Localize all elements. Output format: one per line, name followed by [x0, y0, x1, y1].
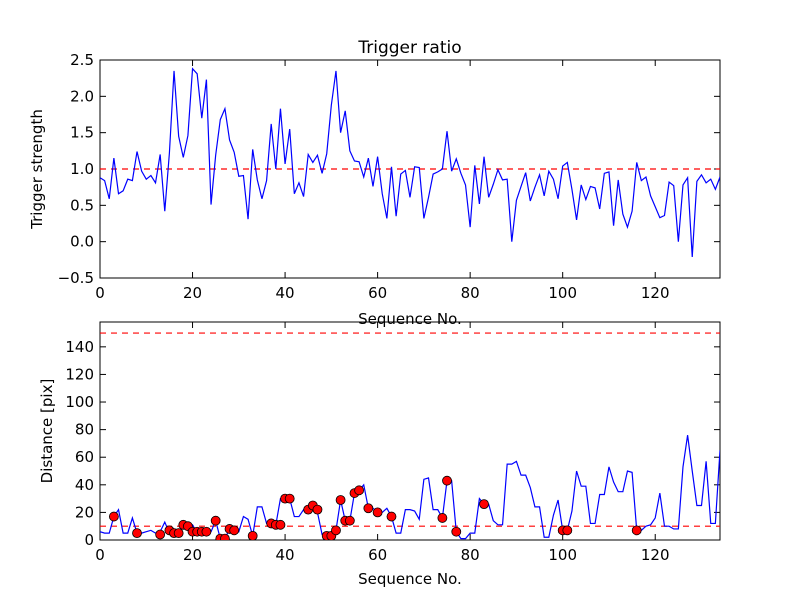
y-tick-label: 2.0 — [70, 87, 94, 105]
x-tick-label: 20 — [183, 546, 202, 564]
x-tick-label: 120 — [641, 284, 670, 302]
x-tick-label: 60 — [368, 546, 387, 564]
data-point-marker — [354, 485, 365, 496]
x-tick-label: 100 — [548, 546, 577, 564]
data-point-marker — [247, 530, 258, 540]
plot-content — [100, 332, 720, 540]
x-axis-label: Sequence No. — [358, 570, 462, 588]
y-tick-label: 2.5 — [70, 51, 94, 69]
data-point-marker — [386, 511, 397, 522]
data-point-marker — [201, 526, 212, 537]
x-tick-label: 120 — [641, 546, 670, 564]
data-point-marker — [108, 511, 119, 522]
data-point-marker — [442, 475, 452, 486]
x-tick-label: 40 — [276, 546, 295, 564]
y-tick-label: 120 — [65, 365, 94, 383]
data-point-marker — [437, 513, 448, 523]
data-point-marker — [335, 495, 346, 505]
y-tick-label: −0.5 — [58, 269, 94, 287]
x-tick-label: 0 — [95, 546, 105, 564]
data-point-marker — [479, 499, 489, 510]
x-axis-label: Sequence No. — [358, 310, 462, 328]
y-tick-label: 80 — [75, 421, 94, 439]
chart-title: Trigger ratio — [357, 38, 461, 58]
data-point-marker — [631, 525, 642, 536]
y-tick-label: 60 — [75, 448, 94, 466]
plot-area — [99, 321, 721, 541]
data-point-marker — [173, 528, 184, 539]
distance-chart: Sequence No. Distance [pix] 0 20 40 60 80 100… — [38, 321, 721, 588]
data-point-marker — [220, 533, 230, 540]
x-tick-label: 20 — [183, 284, 202, 302]
y-tick-label: 0 — [84, 531, 94, 549]
y-tick-label: 20 — [75, 503, 94, 521]
data-point-marker — [562, 525, 573, 536]
x-tick-label: 80 — [461, 546, 480, 564]
y-axis-label: Distance [pix] — [38, 379, 56, 484]
y-tick-label: 1.5 — [70, 124, 94, 142]
x-tick-label: 0 — [95, 284, 105, 302]
y-tick-label: 0.0 — [70, 233, 94, 251]
y-tick-label: 1.0 — [70, 160, 94, 178]
data-point-marker — [344, 515, 355, 526]
y-tick-label: 100 — [65, 393, 94, 411]
data-point-marker — [132, 528, 142, 539]
x-tick-label: 80 — [461, 284, 480, 302]
plot-content — [100, 67, 720, 257]
data-point-marker — [331, 525, 341, 536]
x-tick-label: 40 — [276, 284, 295, 302]
data-point-marker — [284, 493, 295, 504]
data-point-marker — [451, 526, 462, 537]
data-point-marker — [155, 529, 166, 540]
y-tick-label: 0.5 — [70, 196, 94, 214]
data-point-marker — [312, 504, 323, 515]
y-tick-label: 140 — [65, 338, 94, 356]
data-point-marker — [372, 507, 383, 518]
x-tick-label: 100 — [548, 284, 577, 302]
data-point-marker — [275, 519, 286, 530]
series-line — [100, 67, 720, 257]
data-point-marker — [363, 503, 374, 514]
data-point-marker — [210, 515, 221, 526]
trigger-ratio-chart: Trigger ratio Sequence No. Trigger stren… — [28, 38, 721, 328]
y-tick-label: 40 — [75, 476, 94, 494]
x-tick-label: 60 — [368, 284, 387, 302]
y-axis-label: Trigger strength — [28, 109, 46, 230]
data-point-marker — [229, 525, 240, 536]
